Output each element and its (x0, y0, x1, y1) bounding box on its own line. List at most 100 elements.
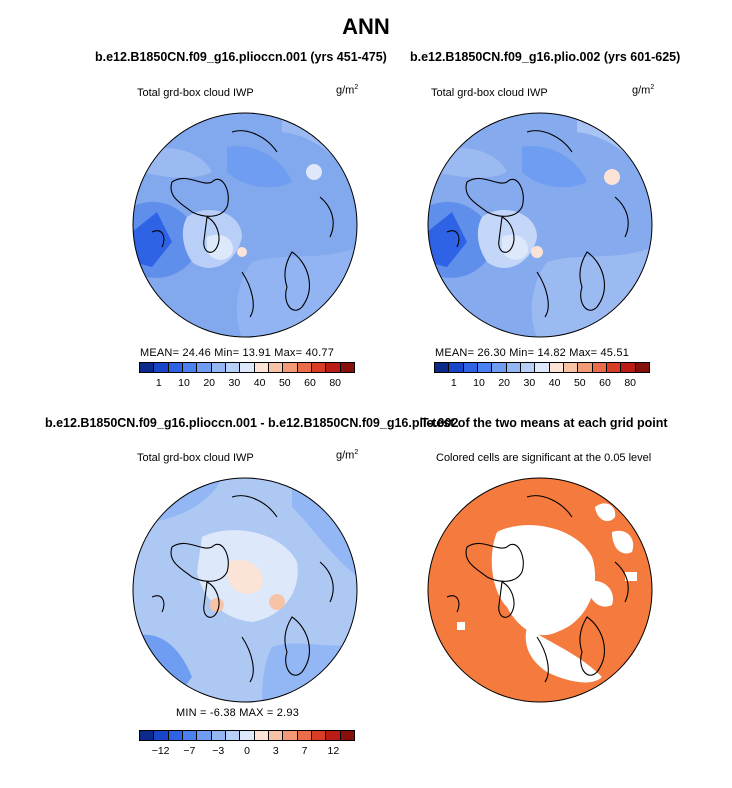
panel1-units: g/m2 (336, 84, 359, 97)
panel1-field-patch (207, 234, 233, 260)
panel1-colorbar-tick-label: 60 (304, 377, 316, 389)
panel3-colorbar-tick-label: −7 (183, 745, 196, 757)
panel1-field-patch (142, 148, 212, 178)
panel3-header: b.e12.B1850CN.f09_g16.plioccn.001 - b.e1… (45, 416, 459, 430)
panel2-colorbar-tick-label: 20 (498, 377, 511, 389)
panel1-field-patch (133, 212, 172, 267)
panel3-colorbar-swatch (181, 731, 197, 740)
panel3-colorbar-tick-label: 0 (244, 745, 250, 757)
panel1-colorbar-swatch (267, 363, 283, 372)
panel1-colorbar-swatch (325, 363, 340, 372)
panel3-field-patch (269, 594, 285, 610)
panel1-colorbar-swatch (282, 363, 297, 372)
panel3-colorbar-tick-label: 3 (272, 745, 279, 757)
panel4-nonsignificant-area (467, 489, 477, 497)
panel3-colorbar-swatch (239, 731, 254, 740)
panel3-colorbar-swatch (325, 731, 340, 740)
panel2-field-patch (531, 246, 543, 258)
panel1-colorbar-swatch (210, 363, 225, 372)
panel1-field-patch (227, 146, 292, 188)
panel4-polar-map (427, 477, 653, 703)
panel3-colorbar-tick-label: 12 (327, 745, 340, 757)
panel2-colorbar-ticks: 1 10 20 30 40 50 60 80 (434, 377, 650, 391)
panel3-units: g/m2 (336, 449, 359, 462)
panel1-variable-label: Total grd-box cloud IWP (137, 87, 254, 99)
panel1-header: b.e12.B1850CN.f09_g16.plioccn.001 (yrs 4… (95, 50, 387, 64)
panel2-units: g/m2 (632, 84, 655, 97)
panel4-nonsignificant-area (457, 622, 465, 630)
panel2-stats: MEAN= 26.30 Min= 14.82 Max= 45.51 (435, 347, 630, 359)
panel2-colorbar-swatch (491, 363, 506, 372)
panel2-colorbar-swatch (435, 363, 449, 372)
panel3-colorbar-tick-label: −3 (212, 745, 225, 757)
panel2-colorbar-tick-label: 80 (624, 377, 637, 389)
panel2-colorbar-tick-label: 1 (450, 377, 457, 389)
panel3-colorbar-swatch (140, 731, 154, 740)
panel2-colorbar-swatch (476, 363, 492, 372)
panel1-colorbar-tick-label: 20 (203, 377, 216, 389)
panel1-colorbar-swatch (339, 363, 354, 372)
panel2-colorbar-swatch (634, 363, 649, 372)
panel3-colorbar-swatch (224, 731, 240, 740)
panel4-header: T-test of the two means at each grid poi… (421, 416, 668, 430)
panel1-colorbar-swatch (310, 363, 326, 372)
panel3-colorbar (139, 730, 355, 741)
panel2-colorbar-swatch (505, 363, 520, 372)
panel2-field-patch (502, 234, 528, 260)
panel1-colorbar-swatch (296, 363, 311, 372)
panel1-colorbar (139, 362, 355, 373)
panel4-coastline (446, 495, 629, 683)
panel2-colorbar-swatch (448, 363, 463, 372)
panel1-field-patch (237, 247, 247, 257)
panel3-polar-map (132, 477, 358, 703)
panel3-colorbar-swatch (253, 731, 268, 740)
panel3-variable-label: Total grd-box cloud IWP (137, 452, 254, 464)
panel3-field-patch (210, 598, 224, 612)
panel2-field-patch (604, 169, 620, 185)
panel4-nonsignificant-area (612, 530, 634, 554)
panel3-colorbar-swatch (339, 731, 354, 740)
panel2-colorbar-tick-label: 40 (548, 377, 561, 389)
panel1-polar-map (132, 112, 358, 338)
panel2-variable-label: Total grd-box cloud IWP (431, 87, 548, 99)
panel1-colorbar-swatch (239, 363, 254, 372)
panel1-colorbar-tick-label: 30 (228, 377, 241, 389)
panel1-colorbar-tick-label: 40 (253, 377, 266, 389)
panel3-colorbar-ticks: −12 −7 −3 0 3 7 12 (139, 745, 355, 759)
panel1-colorbar-swatch (253, 363, 268, 372)
panel1-colorbar-tick-label: 1 (155, 377, 162, 389)
panel3-stats: MIN = -6.38 MAX = 2.93 (176, 707, 300, 719)
panel1-colorbar-swatch (167, 363, 182, 372)
panel2-colorbar-tick-label: 60 (599, 377, 611, 389)
panel2-header: b.e12.B1850CN.f09_g16.plio.002 (yrs 601-… (410, 50, 681, 64)
panel1-colorbar-tick-label: 50 (278, 377, 291, 389)
panel1-colorbar-swatch (140, 363, 154, 372)
panel3-field-patch (227, 559, 263, 594)
panel3-colorbar-swatch (267, 731, 283, 740)
panel1-colorbar-tick-label: 10 (178, 377, 190, 389)
panel2-colorbar-tick-label: 50 (573, 377, 586, 389)
panel3-colorbar-swatch (310, 731, 326, 740)
panel1-stats: MEAN= 24.46 Min= 13.91 Max= 40.77 (140, 347, 335, 359)
panel4-nonsignificant-area (595, 503, 616, 522)
panel3-coastline (151, 495, 334, 683)
panel3-colorbar-swatch (153, 731, 168, 740)
panel3-colorbar-tick-label: −12 (151, 745, 170, 757)
panel2-colorbar-swatch (577, 363, 592, 372)
panel1-colorbar-swatch (224, 363, 240, 372)
panel2-colorbar-tick-label: 30 (523, 377, 536, 389)
panel1-colorbar-swatch (196, 363, 211, 372)
panel2-colorbar-tick-label: 10 (473, 377, 485, 389)
panel4-nonsignificant-area (491, 525, 596, 636)
panel1-colorbar-tick-label: 80 (329, 377, 342, 389)
figure-title: ANN (342, 14, 390, 39)
panel2-colorbar-swatch (548, 363, 563, 372)
panel2-colorbar-swatch (591, 363, 606, 372)
panel3-colorbar-swatch (196, 731, 211, 740)
panel2-colorbar (434, 362, 650, 373)
panel1-field-patch (306, 164, 322, 180)
panel2-colorbar-swatch (562, 363, 578, 372)
panel3-colorbar-tick-label: 7 (301, 745, 308, 757)
panel1-colorbar-swatch (153, 363, 168, 372)
panel2-coastline (446, 130, 629, 318)
